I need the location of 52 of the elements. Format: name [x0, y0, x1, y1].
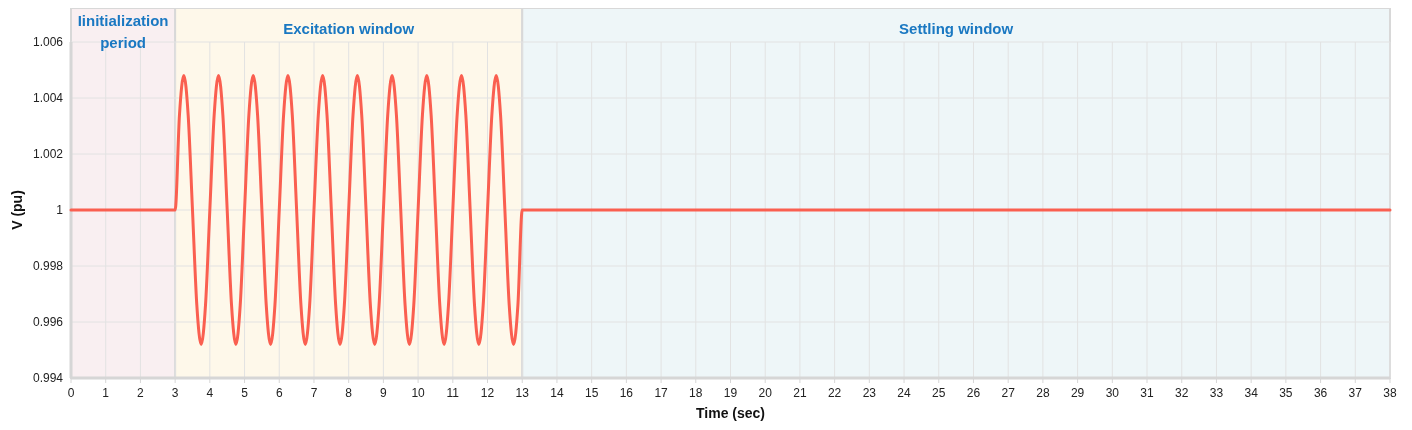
- x-tick-label: 6: [275, 386, 283, 400]
- y-axis-title: V (pu): [9, 190, 25, 230]
- x-tick-label: 23: [862, 386, 877, 400]
- y-tick-label: 0.994: [32, 371, 64, 385]
- x-tick-label: 26: [966, 386, 981, 400]
- x-tick-label: 0: [67, 386, 75, 400]
- x-tick-label: 22: [827, 386, 842, 400]
- y-tick-label: 1.006: [32, 35, 64, 49]
- x-tick-label: 27: [1001, 386, 1016, 400]
- x-tick-label: 1: [102, 386, 110, 400]
- y-tick-label: 1.004: [32, 91, 64, 105]
- x-tick-label: 8: [345, 386, 353, 400]
- y-tick-label: 1.002: [32, 147, 64, 161]
- x-tick-label: 7: [310, 386, 318, 400]
- x-tick-label: 11: [446, 386, 460, 400]
- x-tick-label: 37: [1348, 386, 1363, 400]
- x-tick-label: 29: [1070, 386, 1085, 400]
- band-label: Settling window: [899, 20, 1014, 37]
- x-tick-label: 16: [619, 386, 634, 400]
- x-tick-label: 21: [793, 386, 807, 400]
- y-tick-label: 1: [56, 203, 64, 217]
- x-tick-label: 15: [584, 386, 599, 400]
- x-tick-label: 14: [550, 386, 564, 400]
- x-tick-label: 12: [480, 386, 495, 400]
- x-tick-label: 30: [1105, 386, 1120, 400]
- x-tick-label: 38: [1383, 386, 1397, 400]
- x-tick-label: 4: [206, 386, 214, 400]
- x-tick-label: 31: [1140, 386, 1155, 400]
- x-tick-label: 10: [411, 386, 426, 400]
- x-tick-label: 36: [1313, 386, 1328, 400]
- y-tick-label: 0.996: [32, 315, 64, 329]
- x-tick-label: 35: [1279, 386, 1293, 400]
- x-tick-label: 32: [1175, 386, 1189, 400]
- x-tick-label: 9: [380, 386, 388, 400]
- x-tick-label: 33: [1209, 386, 1224, 400]
- x-tick-label: 2: [137, 386, 145, 400]
- line-series: [69, 74, 1392, 346]
- x-tick-label: 25: [932, 386, 946, 400]
- x-tick-label: 3: [171, 386, 179, 400]
- y-tick-label: 0.998: [32, 259, 64, 273]
- x-tick-label: 28: [1036, 386, 1050, 400]
- x-tick-label: 17: [654, 386, 669, 400]
- band-label: Excitation window: [283, 20, 415, 37]
- x-tick-label: 24: [897, 386, 912, 400]
- x-tick-label: 20: [758, 386, 773, 400]
- x-tick-label: 5: [241, 386, 249, 400]
- x-tick-label: 18: [689, 386, 703, 400]
- band-label: Iinitialization period: [77, 12, 169, 51]
- x-tick-label: 13: [515, 386, 530, 400]
- x-axis-title: Time (sec): [696, 405, 765, 421]
- x-tick-label: 19: [723, 386, 738, 400]
- x-tick-label: 34: [1244, 386, 1259, 400]
